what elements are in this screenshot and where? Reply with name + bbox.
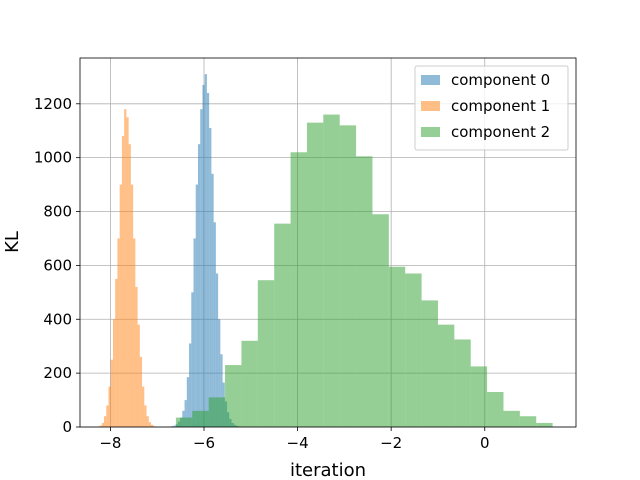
histogram-bar	[130, 184, 134, 427]
histogram-bar	[189, 343, 192, 427]
histogram-bar	[323, 114, 340, 427]
legend-label: component 0	[451, 71, 550, 89]
histogram-bar	[184, 400, 187, 427]
histogram-bar	[204, 74, 207, 427]
histogram-bar	[454, 339, 471, 427]
histogram-bar	[274, 223, 291, 427]
histogram-bar	[121, 136, 125, 427]
histogram-bar	[142, 386, 145, 427]
histogram-bar	[195, 184, 198, 427]
histogram-bar	[119, 184, 122, 427]
histogram-bar	[225, 365, 242, 427]
y-tick-label: 200	[43, 364, 72, 382]
histogram-bar	[99, 425, 102, 427]
histogram-bar	[487, 391, 504, 427]
legend-swatch	[421, 127, 440, 137]
histogram-bar	[241, 340, 258, 427]
histogram-bar	[206, 93, 210, 428]
histogram-bar	[356, 156, 373, 427]
legend-label: component 2	[451, 123, 550, 141]
histogram-bar	[186, 377, 190, 427]
histogram-bar	[202, 84, 205, 428]
y-tick-label: 400	[43, 310, 72, 328]
histogram-bar	[128, 144, 131, 428]
histogram-bar	[372, 214, 389, 427]
y-tick-label: 1000	[34, 149, 72, 167]
legend-swatch	[421, 75, 440, 85]
histogram-bar	[101, 422, 105, 427]
histogram-bar	[218, 319, 221, 427]
histogram-bar	[421, 300, 438, 427]
histogram-bar	[211, 173, 214, 427]
legend-box	[414, 65, 569, 151]
histogram-bar	[191, 292, 194, 427]
series-2	[175, 114, 553, 428]
histogram-bar	[144, 405, 147, 427]
histogram-bar	[339, 125, 357, 428]
y-tick-label: 1200	[34, 95, 72, 113]
plot-frame	[79, 57, 577, 428]
y-tick-label: 800	[43, 203, 72, 221]
histogram-bar	[137, 324, 140, 427]
histogram-bar	[126, 117, 129, 427]
histogram-bar	[213, 222, 216, 427]
histogram-bar	[200, 109, 203, 428]
histogram-bar	[208, 397, 226, 427]
histogram-bar	[135, 286, 138, 427]
series-1	[97, 109, 158, 428]
histogram-bar	[209, 128, 212, 428]
histogram-bar	[437, 324, 455, 427]
y-axis: 0 200 400 600 800 1000 1200	[34, 95, 80, 436]
histogram-bar	[215, 273, 219, 427]
histogram-bar	[503, 410, 520, 427]
histogram-bar	[153, 426, 156, 427]
histogram-bar	[117, 238, 120, 427]
y-axis-label: KL	[2, 231, 23, 253]
legend-label: component 1	[451, 97, 550, 115]
histogram-bar	[173, 425, 176, 427]
bars	[97, 74, 553, 428]
legend: component 0 component 1 component 2	[414, 65, 569, 151]
y-tick-label: 0	[62, 418, 72, 436]
x-tick-label: −2	[380, 434, 402, 452]
histogram-bar	[133, 238, 136, 427]
histogram-bar	[470, 366, 488, 427]
series-0	[168, 74, 241, 428]
histogram-bar	[257, 280, 275, 427]
histogram-bar	[193, 238, 196, 427]
histogram-bar	[124, 109, 127, 428]
histogram-bar	[197, 144, 201, 428]
y-tick-label: 600	[43, 256, 72, 274]
histogram-bar	[112, 319, 116, 427]
histogram-bar	[388, 266, 406, 427]
histogram-bar	[146, 416, 149, 427]
histogram-bar	[220, 354, 223, 427]
histogram-bar	[110, 359, 113, 427]
histogram-bar	[148, 422, 151, 427]
histogram-bar	[536, 422, 553, 427]
x-tick-label: −4	[287, 434, 309, 452]
x-axis-label: iteration	[290, 460, 366, 480]
x-tick-label: 0	[480, 434, 490, 452]
histogram-bar	[192, 410, 209, 427]
x-tick-label: −6	[193, 434, 215, 452]
histogram-bar	[519, 416, 537, 427]
histogram-bar	[405, 273, 422, 427]
histogram-bar	[139, 356, 143, 427]
x-axis: −8 −6 −4 −2 0	[99, 427, 490, 452]
histogram-bar	[175, 417, 193, 427]
x-tick-label: −8	[99, 434, 121, 452]
legend-swatch	[421, 101, 440, 111]
histogram-bar	[115, 278, 118, 427]
histogram-bar	[150, 424, 154, 427]
histogram-bar	[290, 152, 307, 427]
histogram-bar	[171, 426, 174, 427]
histogram-bar	[106, 405, 109, 427]
histogram-bar	[108, 386, 111, 427]
histogram-bar	[306, 122, 324, 427]
histogram-bar	[104, 416, 107, 427]
